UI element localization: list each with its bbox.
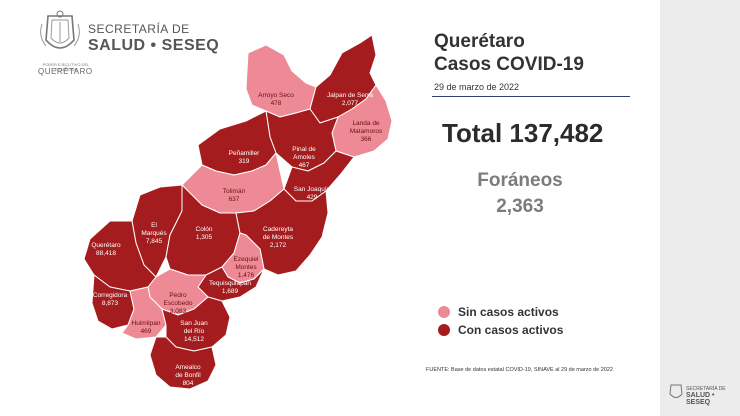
- map-label-cases: 1,476: [238, 272, 255, 279]
- map-label-cases: 14,512: [184, 336, 204, 343]
- slide: SECRETARÍA DE SALUD • SESEQ PODER EJECUT…: [36, 10, 630, 395]
- map-label-cases: 7,845: [146, 238, 163, 245]
- map-label-name: Matamoros: [350, 128, 383, 135]
- map-label-cases: 319: [239, 158, 250, 165]
- map-label-name: de Bonfil: [175, 372, 201, 379]
- map-label-name: Pedro: [169, 292, 187, 299]
- queretaro-label: QUERÉTARO: [38, 67, 93, 76]
- gov-sub-label: PODER EJECUTIVO DEL ESTADO DE: [42, 62, 90, 72]
- title-block: Querétaro Casos COVID-19: [434, 30, 584, 76]
- map-label-name: Tequisquiapan: [209, 280, 251, 287]
- small-crest-icon: [669, 384, 683, 398]
- map-label-cases: 429: [307, 194, 318, 201]
- report-date: 29 de marzo de 2022: [434, 82, 520, 92]
- map-label-name: Ezequiel: [234, 256, 259, 263]
- foraneos-value: 2,363: [496, 196, 544, 217]
- legend-dot-inactive: [438, 306, 450, 318]
- side-panel: [660, 0, 740, 416]
- foraneos-label: Foráneos: [477, 170, 563, 191]
- salud-seseq-label: SALUD • SESEQ: [88, 37, 220, 54]
- covid-title: Casos COVID-19: [434, 54, 584, 75]
- map-label-name: Huimilpan: [132, 320, 161, 327]
- map-label-cases: 1,305: [196, 234, 213, 241]
- map-label-cases: 88,418: [96, 250, 116, 257]
- map-label-name: Jalpan de Serra: [327, 92, 373, 99]
- map-label-cases: 804: [183, 380, 194, 387]
- map-label-name: Colón: [196, 226, 213, 233]
- map-label-name: Querétaro: [91, 242, 121, 249]
- map-label-cases: 478: [271, 100, 282, 107]
- map-label-name: Amoles: [293, 154, 315, 161]
- map-label-name: Tolimán: [223, 188, 246, 195]
- map-label-name: del Río: [184, 328, 205, 335]
- state-crest-icon: [40, 10, 80, 49]
- map-label-cases: 467: [299, 162, 310, 169]
- legend-label-active: Con casos activos: [458, 323, 564, 337]
- map-label-name: Amealco: [175, 364, 201, 371]
- region-pinal: [265, 108, 339, 172]
- map-label-name: Landa de: [352, 120, 379, 127]
- map-label-name: de Montes: [263, 234, 294, 241]
- title-divider: [432, 96, 630, 97]
- source-note: FUENTE: Base de datos estatal COVID-19, …: [426, 367, 613, 373]
- map-label-cases: 2,172: [270, 242, 287, 249]
- map-label-name: Marqués: [141, 230, 167, 237]
- map-label-cases: 1,689: [222, 288, 239, 295]
- map-label-name: Escobedo: [164, 300, 193, 307]
- map-label-cases: 637: [229, 196, 240, 203]
- map-label-name: Arroyo Seco: [258, 92, 294, 99]
- map-label-name: San Juan: [180, 320, 208, 327]
- seseq-logo: SECRETARÍA DE SALUD • SESEQ PODER EJECUT…: [36, 10, 256, 76]
- map-label-cases: 366: [361, 136, 372, 143]
- map-label-cases: 8,873: [102, 300, 119, 307]
- region-amealco: [149, 336, 217, 390]
- map-label-name: Corregidora: [93, 292, 128, 299]
- region-landa: [331, 84, 393, 158]
- map-label-cases: 469: [141, 328, 152, 335]
- secretaria-label: SECRETARÍA DE: [88, 22, 190, 36]
- map-label-cases: 3,083: [170, 308, 187, 315]
- map-label-name: San Joaquín: [294, 186, 331, 193]
- total-cases: Total 137,482: [442, 118, 604, 148]
- side-secretaria: SECRETARÍA DE: [686, 386, 726, 392]
- map-label-name: Montes: [235, 264, 257, 271]
- map-label-name: Pinal de: [292, 146, 316, 153]
- state-title: Querétaro: [434, 31, 525, 52]
- side-logo: SECRETARÍA DE SALUD • SESEQ: [666, 380, 738, 406]
- map-label-name: Cadereyta: [263, 226, 293, 233]
- map-label-cases: 2,077: [342, 100, 359, 107]
- map-label-name: Peñamiller: [229, 150, 261, 157]
- municipality-map: Arroyo Seco 478 Jalpan de Serra 2,077 Landa …: [70, 25, 400, 395]
- legend-dot-active: [438, 324, 450, 336]
- side-salud: SALUD • SESEQ: [686, 392, 715, 406]
- legend-label-inactive: Sin casos activos: [458, 305, 559, 319]
- map-label-name: El: [151, 222, 157, 229]
